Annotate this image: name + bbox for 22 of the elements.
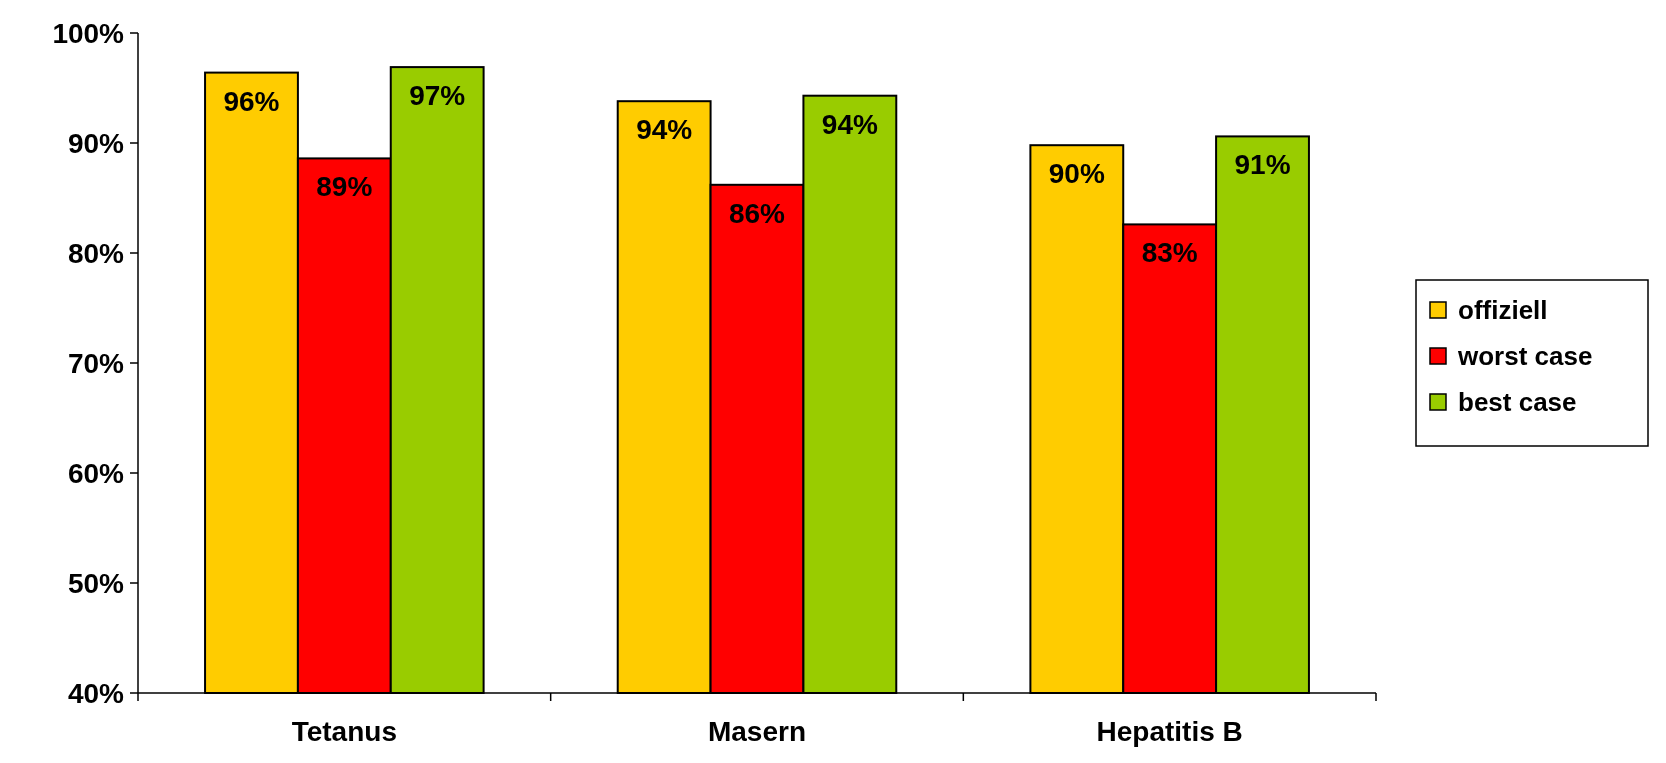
data-label: 94% bbox=[821, 108, 878, 140]
y-tick-label: 60% bbox=[67, 457, 125, 489]
data-label: 89% bbox=[316, 171, 373, 203]
data-label: 83% bbox=[1141, 237, 1198, 269]
data-label: 97% bbox=[409, 80, 466, 112]
x-tick-label: Hepatitis B bbox=[1096, 716, 1243, 747]
y-tick-label: 90% bbox=[67, 127, 125, 159]
data-label: 94% bbox=[636, 114, 693, 146]
legend-label: best case bbox=[1458, 387, 1577, 418]
x-tick-label: Masern bbox=[707, 716, 807, 747]
y-tick-label: 40% bbox=[67, 677, 125, 709]
data-label: 96% bbox=[223, 85, 280, 117]
y-tick-label: 80% bbox=[67, 237, 125, 269]
y-tick-label: 70% bbox=[67, 347, 125, 379]
legend-label: worst case bbox=[1457, 341, 1593, 372]
data-label: 86% bbox=[728, 197, 786, 229]
data-label: 91% bbox=[1234, 149, 1291, 181]
x-tick-label: Tetanus bbox=[291, 716, 397, 747]
y-tick-label: 100% bbox=[52, 17, 125, 49]
data-label: 90% bbox=[1048, 158, 1105, 190]
legend-label: offiziell bbox=[1458, 295, 1548, 326]
y-tick-label: 50% bbox=[67, 567, 125, 599]
